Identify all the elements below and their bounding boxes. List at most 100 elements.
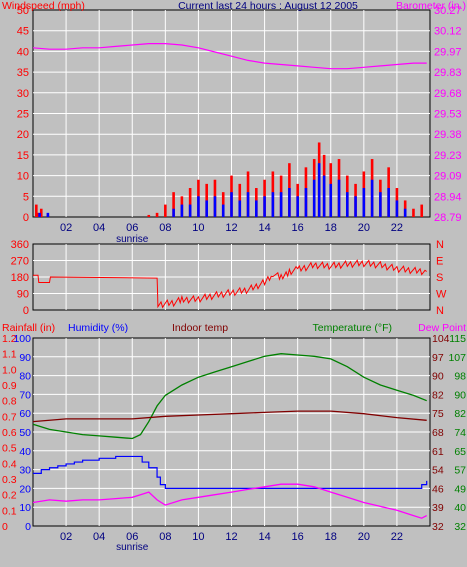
wind-axis-title: Windspeed (mph) xyxy=(2,0,85,12)
direction-y-tick: 270 xyxy=(11,256,29,268)
barometer-y-tick: 29.23 xyxy=(434,150,462,162)
indoor-temp-y-tick: 54 xyxy=(432,465,444,477)
indoor-temp-line xyxy=(32,410,427,423)
average-bar xyxy=(403,208,407,217)
wind-y-tick: 0 xyxy=(23,212,29,224)
wind-x-tick: 20 xyxy=(358,222,370,234)
rainfall-y-tick: 1.0 xyxy=(2,364,17,376)
temperature-y-tick: 32 xyxy=(454,521,466,533)
average-bar xyxy=(172,208,175,217)
rainfall-y-tick: 1.1 xyxy=(2,349,17,361)
average-bar xyxy=(312,179,316,217)
indoor-temp-y-tick: 39 xyxy=(432,502,444,514)
temperature-x-tick: 22 xyxy=(391,531,403,543)
temperature-y-tick: 90 xyxy=(454,389,466,401)
rainfall-axis-title: Rainfall (in) xyxy=(2,322,55,334)
average-bar xyxy=(387,188,390,217)
temperature-x-tick: 06 xyxy=(126,531,138,543)
humidity-y-tick: 40 xyxy=(19,446,31,458)
temperature-x-tick: 14 xyxy=(258,531,270,543)
rainfall-y-tick: 0.1 xyxy=(2,505,17,517)
wind-x-tick: 14 xyxy=(258,222,270,234)
average-bar xyxy=(337,179,341,217)
direction-y-tick: 0 xyxy=(23,305,29,317)
barometer-y-tick: 29.09 xyxy=(434,171,462,183)
direction-y-tick: 180 xyxy=(11,272,29,284)
gust-bar xyxy=(147,214,151,217)
barometer-y-tick: 28.94 xyxy=(434,191,462,203)
wind-y-tick: 30 xyxy=(17,88,29,100)
average-bar xyxy=(255,200,258,217)
temperature-axis-title: Temperature (°F) xyxy=(313,322,392,334)
average-bar xyxy=(288,188,291,217)
gust-bar xyxy=(39,208,43,217)
gust-bar xyxy=(188,188,192,217)
average-bar xyxy=(38,212,41,217)
temperature-y-tick: 98 xyxy=(454,371,466,383)
average-bar xyxy=(230,192,233,217)
rainfall-y-tick: 0.6 xyxy=(2,427,17,439)
gust-bar xyxy=(172,192,175,217)
humidity-y-tick: 90 xyxy=(19,352,31,364)
direction-compass-label: E xyxy=(436,256,443,268)
gust-bar xyxy=(420,204,424,217)
indoor-temp-y-tick: 75 xyxy=(432,408,444,420)
temperature-y-tick: 82 xyxy=(454,408,466,420)
average-bar xyxy=(46,212,50,217)
rainfall-y-tick: 0.8 xyxy=(2,396,17,408)
humidity-line xyxy=(33,455,428,489)
wind-x-tick: 02 xyxy=(60,222,72,234)
average-bar xyxy=(238,200,242,217)
average-bar xyxy=(329,183,333,217)
barometer-axis-title: Barometer (in.) xyxy=(396,0,466,12)
rainfall-y-tick: 0.9 xyxy=(2,380,17,392)
direction-y-tick: 90 xyxy=(17,289,29,301)
average-bar xyxy=(304,188,308,217)
wind-y-tick: 10 xyxy=(17,171,29,183)
barometer-y-tick: 29.97 xyxy=(434,46,462,58)
indoor-temp-y-tick: 82 xyxy=(432,389,444,401)
average-bar xyxy=(197,196,200,217)
average-bar xyxy=(395,200,399,217)
average-bar xyxy=(370,179,374,217)
wind-y-tick: 50 xyxy=(17,5,29,17)
sunrise-label: sunrise xyxy=(116,542,149,553)
barometer-y-tick: 29.38 xyxy=(434,129,462,141)
average-bar xyxy=(188,204,192,217)
average-bar xyxy=(379,192,382,217)
direction-y-tick: 360 xyxy=(11,239,29,251)
indoor-temp-y-tick: 104 xyxy=(432,333,450,345)
barometer-y-tick: 29.83 xyxy=(434,67,462,79)
wind-y-tick: 15 xyxy=(17,150,29,162)
average-bar xyxy=(279,192,283,217)
temperature-line xyxy=(32,353,427,440)
temperature-x-tick: 18 xyxy=(325,531,337,543)
gust-bar xyxy=(35,204,38,217)
average-bar xyxy=(205,200,208,217)
humidity-y-tick: 70 xyxy=(19,389,31,401)
temperature-x-tick: 04 xyxy=(93,531,105,543)
humidity-y-tick: 30 xyxy=(19,465,31,477)
average-bar xyxy=(322,175,326,217)
temperature-x-tick: 02 xyxy=(60,531,72,543)
gust-bar xyxy=(412,208,415,217)
chart-title: Current last 24 hours : August 12 2005 xyxy=(178,0,358,12)
barometer-y-tick: 29.53 xyxy=(434,109,462,121)
barometer-y-tick: 30.27 xyxy=(434,5,462,17)
rainfall-y-tick: 0 xyxy=(2,521,8,533)
wind-y-tick: 5 xyxy=(23,191,29,203)
average-bar xyxy=(362,188,366,217)
wind-y-tick: 40 xyxy=(17,46,29,58)
indoor-temp-y-tick: 97 xyxy=(432,352,444,364)
gust-bar xyxy=(164,204,167,217)
temperature-y-tick: 74 xyxy=(454,427,466,439)
barometer-y-tick: 28.79 xyxy=(434,212,462,224)
wind-y-tick: 20 xyxy=(17,129,29,141)
wind-x-tick: 04 xyxy=(93,222,105,234)
temperature-x-tick: 08 xyxy=(159,531,171,543)
indoor-temp-y-tick: 61 xyxy=(432,446,444,458)
wind-y-tick: 25 xyxy=(17,109,29,121)
gust-bar xyxy=(36,212,40,217)
average-bar xyxy=(317,163,321,217)
